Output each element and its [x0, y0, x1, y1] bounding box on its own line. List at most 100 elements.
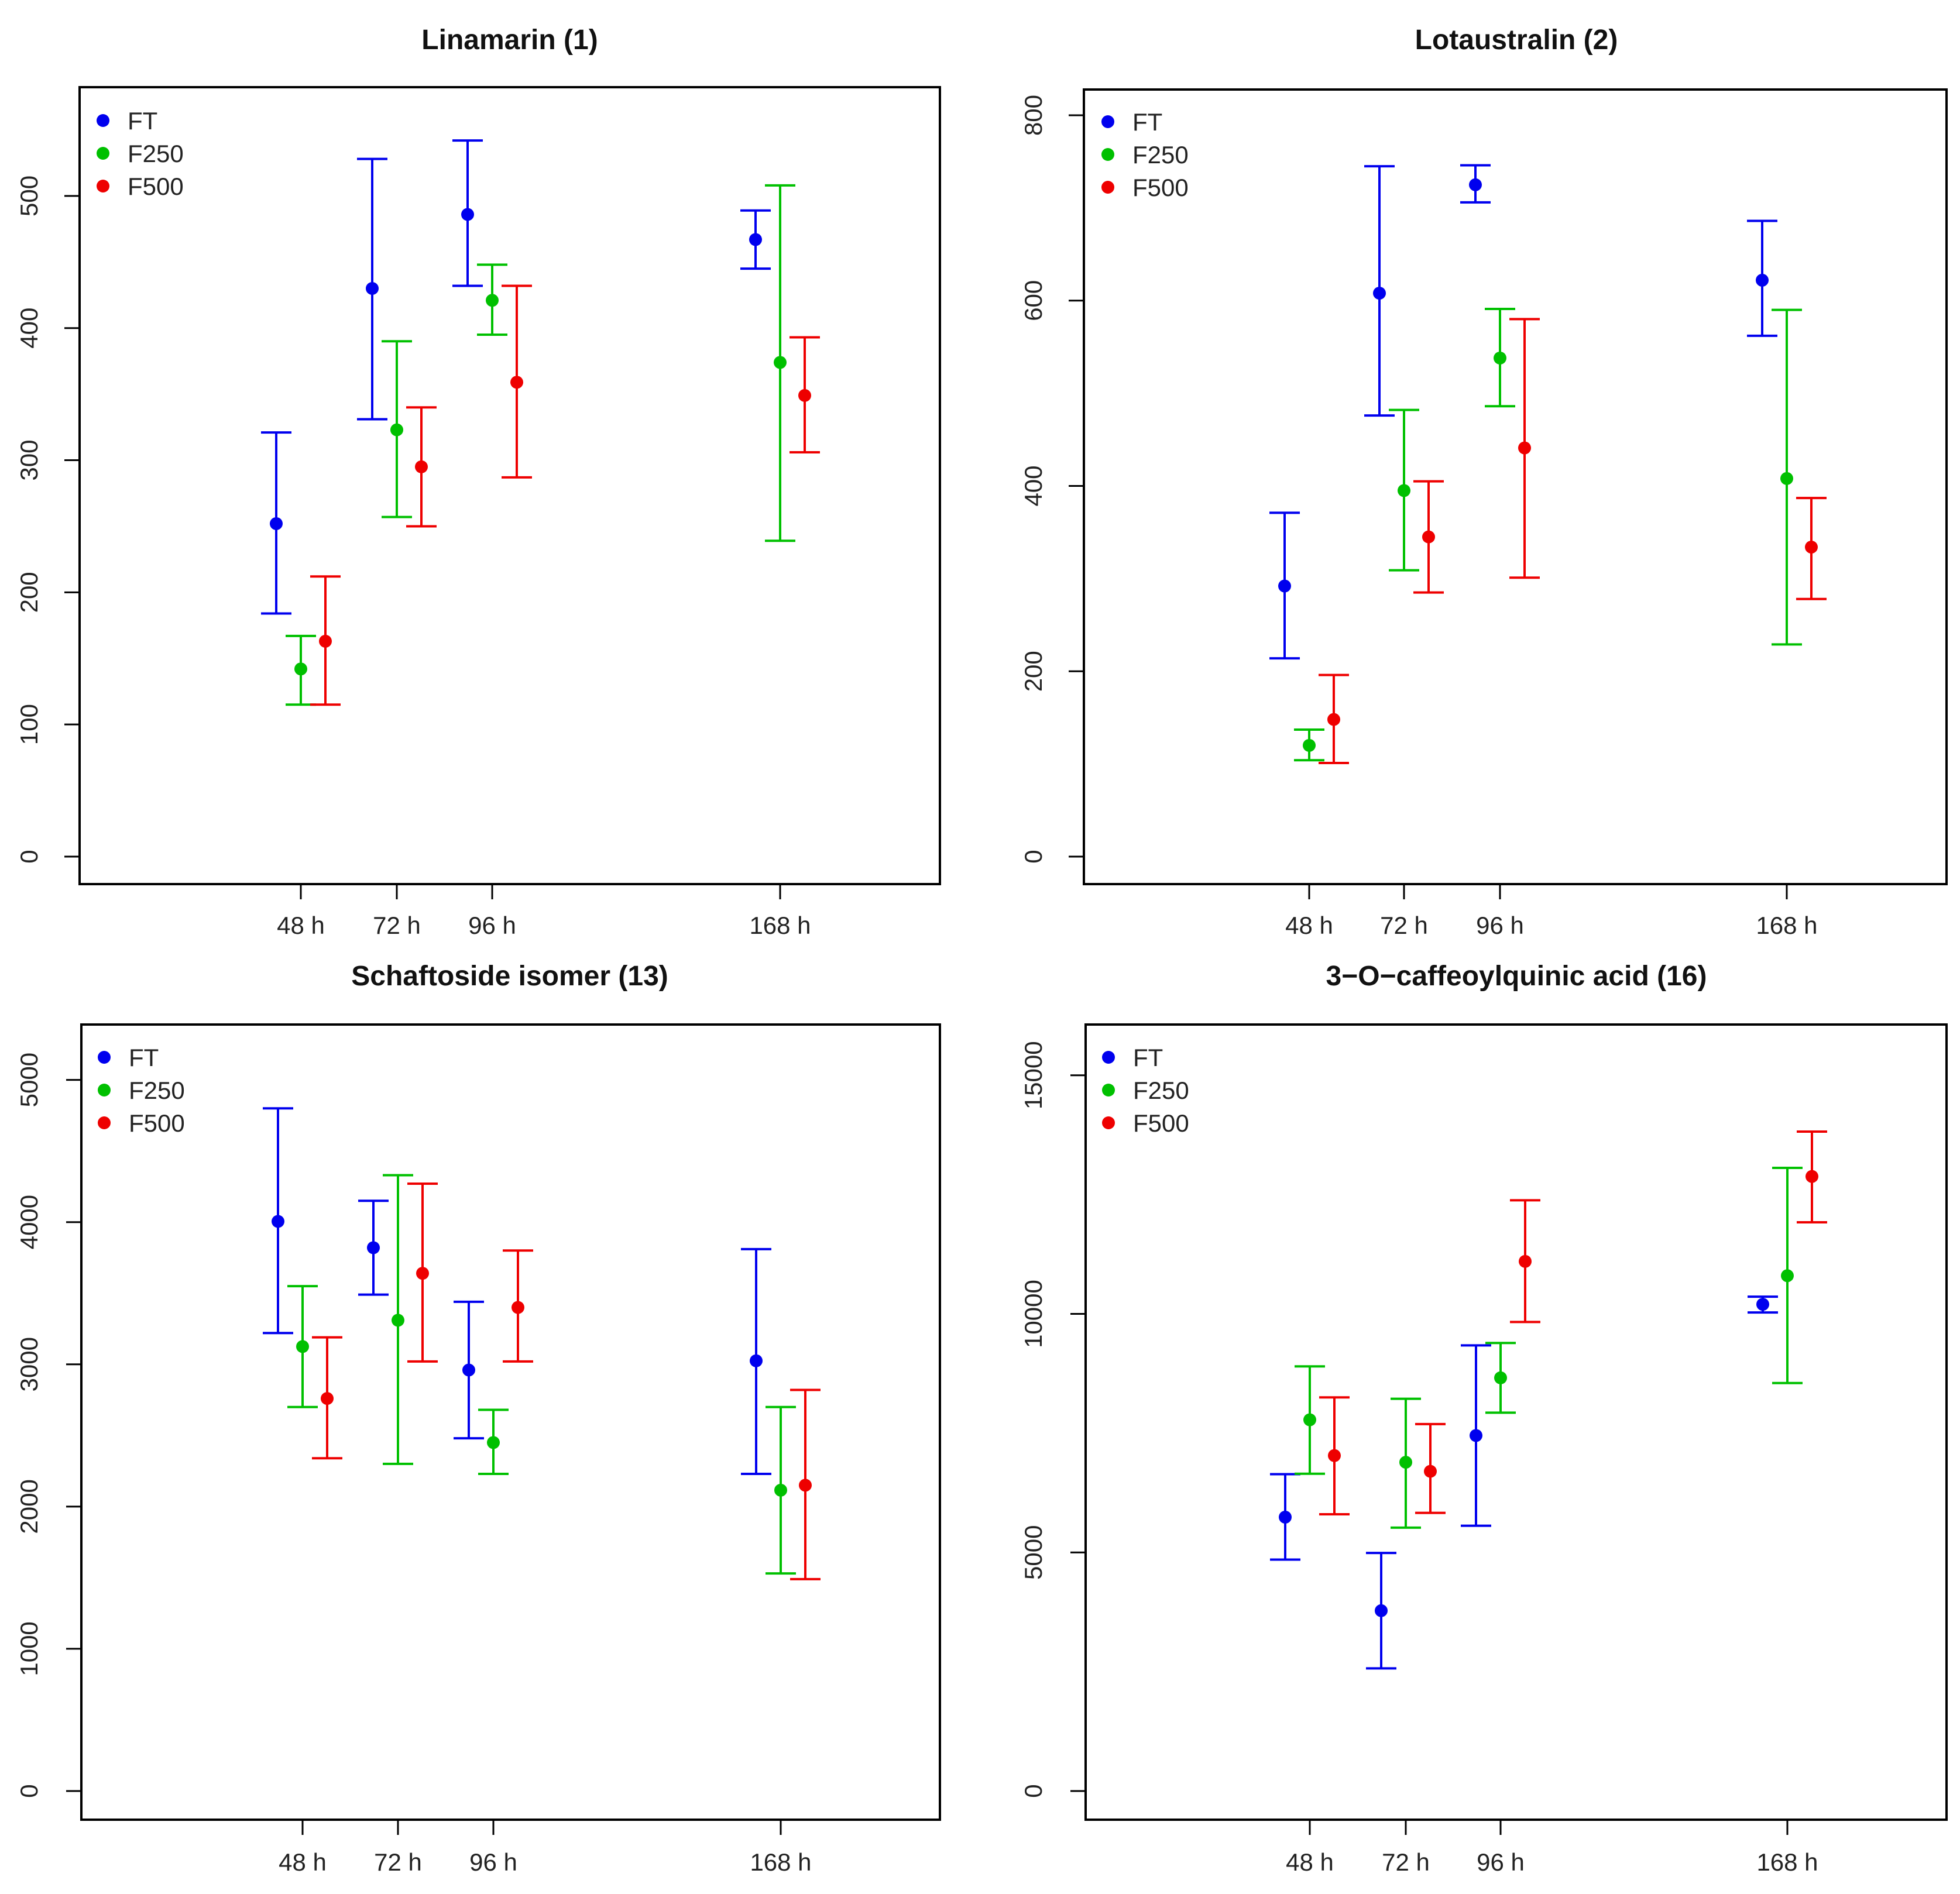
y-tick-label: 400: [1020, 465, 1047, 506]
data-point-ft: [367, 1241, 380, 1254]
data-point-f500: [799, 1479, 812, 1492]
panel-title: Lotaustralin (2): [1415, 25, 1618, 56]
x-tick-label: 96 h: [469, 1848, 517, 1876]
data-point-f250: [390, 423, 403, 436]
data-point-ft: [1470, 1429, 1482, 1442]
legend-marker-ft: [98, 1051, 111, 1064]
x-tick-label: 48 h: [1286, 1848, 1334, 1876]
data-point-f500: [1805, 541, 1818, 554]
plot-frame: [78, 86, 941, 885]
data-point-f250: [1303, 738, 1316, 752]
data-point-f250: [487, 1436, 500, 1449]
legend-marker-ft: [1102, 1051, 1115, 1064]
y-tick-label: 400: [15, 308, 43, 349]
x-tick-label: 168 h: [749, 912, 811, 939]
x-tick-label: 168 h: [750, 1848, 811, 1876]
plot-frame: [1084, 1023, 1948, 1821]
data-point-f500: [1328, 1449, 1341, 1462]
data-point-f500: [1519, 1254, 1532, 1268]
data-point-f250: [1780, 472, 1793, 485]
data-point-ft: [750, 1354, 763, 1367]
y-tick-label: 0: [1020, 1784, 1047, 1797]
y-tick-label: 10000: [1020, 1280, 1047, 1348]
legend-marker-f250: [98, 1084, 111, 1096]
data-point-f500: [512, 1301, 524, 1314]
x-tick-label: 72 h: [1380, 912, 1428, 939]
x-tick-label: 48 h: [1285, 912, 1333, 939]
plot-schaftoside: 0 1000 2000 3000 4000 5000 48 h 72 h 96 h 168 h FT…: [15, 1044, 821, 1876]
legend-marker-f500: [1102, 1116, 1115, 1129]
x-tick-label: 72 h: [374, 1848, 422, 1876]
panel-linamarin: Linamarin (1) 0 100 200 300 400 500 48 h 72 h 96…: [15, 25, 941, 939]
legend-label: F250: [1133, 1077, 1189, 1104]
x-tick-label: 96 h: [1477, 1848, 1525, 1876]
y-tick-label: 600: [1020, 280, 1047, 321]
legend-marker-ft: [97, 114, 109, 127]
plot-caffeoylquinic: 0 5000 10000 15000 48 h 72 h 96 h 168 h FT F250 F5…: [1020, 1041, 1827, 1876]
data-point-f250: [392, 1314, 404, 1327]
x-tick-label: 48 h: [279, 1848, 327, 1876]
y-tick-label: 0: [1020, 850, 1047, 863]
legend-marker-f500: [97, 180, 109, 193]
data-point-f250: [1781, 1269, 1794, 1283]
panel-lotaustralin: Lotaustralin (2) 0 200 400 600 800 48 h 72 h 96…: [1020, 25, 1948, 939]
panel-title: Linamarin (1): [421, 25, 598, 56]
y-tick-label: 500: [15, 176, 43, 216]
x-tick-label: 48 h: [277, 912, 325, 939]
data-point-f250: [1494, 1371, 1507, 1384]
data-point-ft: [1278, 579, 1291, 593]
data-point-f500: [319, 634, 332, 648]
y-tick-label: 200: [15, 572, 43, 613]
data-point-ft: [461, 208, 474, 221]
data-point-f250: [1494, 351, 1506, 365]
data-point-ft: [1756, 1298, 1769, 1311]
y-tick-label: 3000: [15, 1337, 43, 1391]
y-tick-label: 1000: [15, 1621, 43, 1676]
legend-marker-f250: [1101, 148, 1114, 161]
data-point-f500: [798, 389, 811, 402]
legend-label: F500: [1132, 174, 1189, 201]
data-point-ft: [366, 281, 379, 295]
data-point-f500: [1327, 713, 1340, 726]
y-tick-label: 5000: [1020, 1525, 1047, 1580]
data-point-ft: [270, 517, 283, 530]
data-point-f250: [296, 1340, 309, 1353]
data-point-ft: [1469, 178, 1482, 191]
legend-label: F500: [128, 173, 184, 200]
data-point-ft: [1756, 273, 1769, 287]
y-tick-label: 4000: [15, 1195, 43, 1249]
legend-marker-f250: [97, 147, 109, 160]
legend-marker-ft: [1101, 115, 1114, 128]
plot-linamarin: 0 100 200 300 400 500 48 h 72 h 96 h 168 h FT F250 F…: [15, 107, 820, 939]
data-point-f250: [1399, 1456, 1412, 1469]
panel-schaftoside: Schaftoside isomer (13) 0 1000 2000 3000 400…: [15, 961, 941, 1876]
panel-title: Schaftoside isomer (13): [351, 961, 668, 992]
y-tick-label: 100: [15, 704, 43, 745]
data-point-f250: [486, 294, 499, 307]
legend-label: F500: [1133, 1109, 1189, 1137]
legend-marker-f250: [1102, 1084, 1115, 1096]
y-tick-label: 2000: [15, 1479, 43, 1534]
plot-frame: [80, 1023, 941, 1821]
data-point-f250: [1303, 1413, 1316, 1426]
x-tick-label: 168 h: [1756, 912, 1817, 939]
panel-title: 3−O−caffeoylquinic acid (16): [1326, 961, 1707, 992]
legend-label: F500: [129, 1109, 185, 1137]
data-point-ft: [1373, 287, 1386, 300]
legend-label: F250: [129, 1077, 185, 1104]
data-point-f500: [1805, 1170, 1818, 1183]
legend-label: FT: [129, 1044, 159, 1071]
data-point-f500: [1518, 441, 1531, 455]
legend-label: F250: [128, 140, 184, 167]
data-point-f250: [294, 662, 307, 676]
data-point-f500: [416, 1267, 429, 1280]
data-point-f500: [415, 460, 428, 473]
x-tick-label: 72 h: [373, 912, 421, 939]
data-point-f500: [1424, 1465, 1437, 1478]
panel-caffeoylquinic: 3−O−caffeoylquinic acid (16) 0 5000 10000 1…: [1020, 961, 1948, 1876]
x-tick-label: 96 h: [1476, 912, 1524, 939]
x-tick-label: 72 h: [1382, 1848, 1430, 1876]
y-tick-label: 800: [1020, 95, 1047, 136]
legend-label: FT: [1133, 1044, 1163, 1071]
